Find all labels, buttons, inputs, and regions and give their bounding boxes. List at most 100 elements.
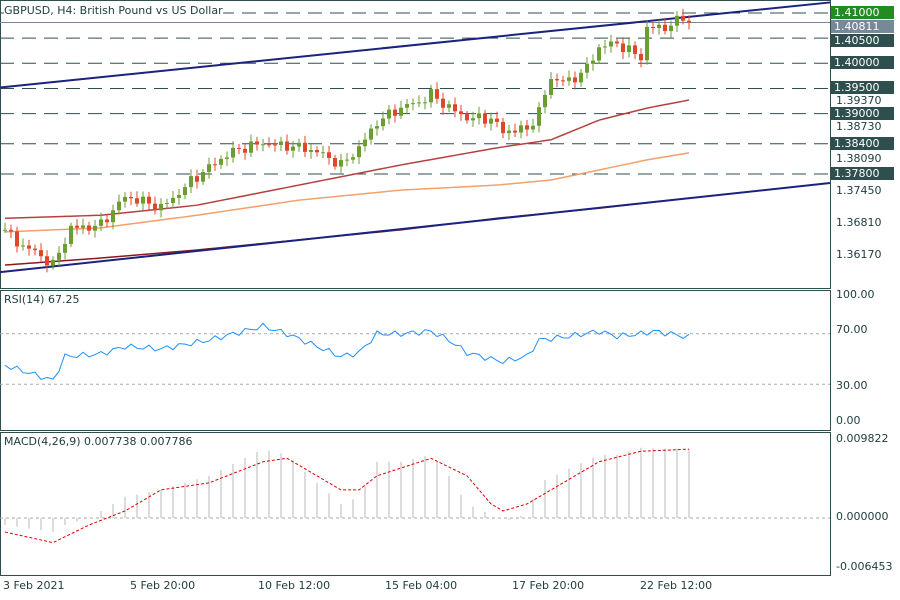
price-label: 1.39370 [836, 94, 882, 107]
rsi-label: RSI(14) 67.25 [4, 293, 80, 306]
candle-body [405, 104, 409, 108]
candle-body [45, 256, 49, 266]
candle-body [195, 176, 199, 182]
price-label: 1.37450 [836, 184, 882, 197]
price-tag: 1.41000 [831, 6, 894, 19]
candle-body [441, 98, 445, 108]
candle-body [225, 157, 229, 159]
candle-body [111, 210, 115, 223]
price-label: 1.36170 [836, 248, 882, 261]
candle-body [279, 141, 283, 145]
candle-body [177, 195, 181, 198]
candle-body [471, 118, 475, 121]
candle-body [381, 118, 385, 127]
rsi-axis-label: 100.00 [836, 288, 875, 301]
trendline [0, 182, 831, 274]
candle-body [675, 15, 679, 26]
candle-body [417, 102, 421, 104]
candle-body [651, 26, 655, 29]
candle-body [345, 159, 349, 161]
candle-body [687, 20, 691, 23]
candle-body [321, 152, 325, 154]
candle-body [57, 252, 61, 260]
candle-body [435, 89, 439, 99]
candle-body [147, 196, 151, 204]
price-tag: 1.40811 [831, 20, 894, 33]
candle-body [99, 219, 103, 226]
candle-body [117, 201, 121, 211]
time-label: 10 Feb 12:00 [258, 579, 331, 592]
candle-body [447, 104, 451, 108]
candle-body [681, 15, 685, 21]
price-tag: 1.37800 [831, 166, 894, 180]
candle-body [549, 79, 553, 95]
price-tag: 1.39500 [831, 81, 894, 95]
price-label: 1.38090 [836, 152, 882, 165]
candle-body [165, 202, 169, 204]
candle-body [153, 203, 157, 211]
candle-body [3, 229, 7, 231]
candle-body [369, 128, 373, 140]
candle-body [39, 250, 43, 257]
candle-body [333, 157, 337, 167]
candle-body [33, 248, 37, 251]
price-tag: 1.40500 [831, 34, 894, 47]
candle-body [531, 125, 535, 130]
trendline [0, 1, 831, 89]
candle-body [483, 113, 487, 124]
rsi-axis-label: 0.00 [836, 414, 861, 427]
rsi-line [4, 322, 690, 381]
time-label: 17 Feb 20:00 [512, 579, 585, 592]
candle-body [543, 94, 547, 108]
candle-body [21, 245, 25, 247]
candle-body [339, 160, 343, 167]
candle-body [663, 24, 667, 32]
candle-body [285, 141, 289, 151]
candle-body [465, 114, 469, 121]
time-label: 15 Feb 04:00 [385, 579, 458, 592]
candle-body [399, 107, 403, 116]
candle-body [297, 142, 301, 147]
macd-panel [0, 432, 831, 576]
candle-body [501, 121, 505, 134]
price-tag: 1.40000 [831, 56, 894, 70]
candle-body [129, 196, 133, 199]
price-tag: 1.39000 [831, 106, 894, 120]
candle-body [93, 225, 97, 231]
candle-body [423, 102, 427, 104]
candle-body [453, 104, 457, 112]
candle-body [231, 147, 235, 158]
candle-body [621, 43, 625, 53]
candle-body [555, 79, 559, 81]
candle-body [183, 187, 187, 196]
candle-body [591, 60, 595, 64]
rsi-axis-label: 30.00 [836, 379, 868, 392]
candle-body [267, 144, 271, 146]
candle-body [63, 244, 67, 253]
candle-body [393, 109, 397, 116]
candle-body [207, 164, 211, 173]
rsi-panel [0, 290, 831, 431]
candle-body [261, 144, 265, 146]
candle-body [561, 80, 565, 82]
price-panel [0, 0, 831, 289]
candle-body [477, 113, 481, 119]
macd-label: MACD(4,26,9) 0.007738 0.007786 [4, 435, 193, 448]
candle-body [633, 45, 637, 54]
chart-title: GBPUSD, H4: British Pound vs US Dollar [4, 4, 223, 17]
candle-body [627, 45, 631, 53]
time-label: 22 Feb 12:00 [640, 579, 713, 592]
candle-body [597, 47, 601, 61]
macd-axis-label: 0.000000 [836, 510, 889, 523]
candle-body [219, 158, 223, 165]
candle-body [645, 26, 649, 61]
candle-body [603, 46, 607, 48]
candle-body [567, 77, 571, 81]
candle-body [291, 146, 295, 151]
time-label: 5 Feb 20:00 [130, 579, 196, 592]
candle-body [201, 172, 205, 182]
moving-average-line [4, 197, 690, 266]
candle-body [375, 126, 379, 129]
